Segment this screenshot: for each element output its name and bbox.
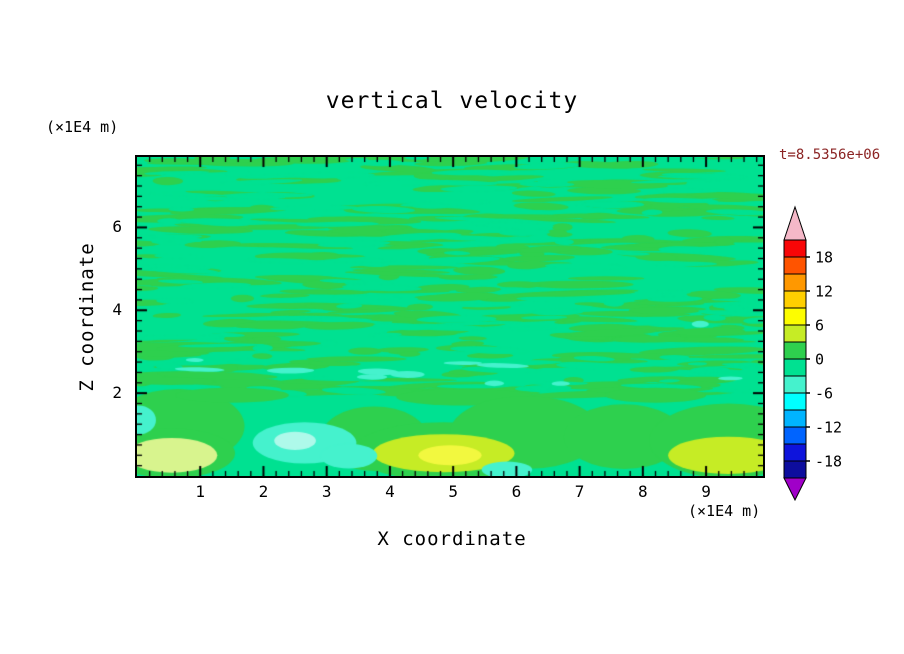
colorbar-segment <box>783 460 807 479</box>
colorbar-segment <box>783 290 807 309</box>
y-axis-title: Z coordinate <box>76 242 98 392</box>
x-tick-label: 5 <box>448 482 458 501</box>
plot-frame <box>135 155 765 478</box>
colorbar-tick-label: 0 <box>815 351 824 369</box>
x-tick-label: 3 <box>321 482 332 501</box>
colorbar-segment <box>783 358 807 377</box>
colorbar-under-arrow <box>783 477 807 502</box>
x-tick-label: 7 <box>574 482 585 501</box>
colorbar-tick-label: 6 <box>815 317 824 335</box>
colorbar-segment <box>783 256 807 275</box>
x-tick-label: 1 <box>195 482 206 501</box>
colorbar-segment <box>783 324 807 343</box>
colorbar: 18 12 6 0 -6 -12 -18 <box>780 200 855 512</box>
y-tick-label: 4 <box>112 300 122 320</box>
x-axis-unit-label: (×1E4 m) <box>688 502 761 520</box>
x-tick-label: 4 <box>385 482 395 501</box>
colorbar-segment <box>783 409 807 428</box>
x-tick-label: 9 <box>701 482 711 501</box>
x-tick-label: 6 <box>511 482 522 501</box>
colorbar-tick-label: -6 <box>815 385 833 403</box>
y-axis-unit-label: (×1E4 m) <box>46 118 119 136</box>
x-axis-title: X coordinate <box>377 528 527 550</box>
colorbar-svg: 18 12 6 0 -6 -12 -18 <box>783 205 842 502</box>
colorbar-segment <box>783 341 807 360</box>
colorbar-tick-label: -18 <box>815 453 842 471</box>
colorbar-segment <box>783 426 807 445</box>
colorbar-segment <box>783 307 807 326</box>
colorbar-tick-label: 18 <box>815 249 833 267</box>
plot-title: vertical velocity <box>325 88 579 114</box>
timestamp-label: t=8.5356e+06 <box>779 147 881 163</box>
colorbar-segment <box>783 375 807 394</box>
contour-field-canvas <box>137 157 763 476</box>
colorbar-tick-label: -12 <box>815 419 842 437</box>
x-tick-label: 8 <box>638 482 648 501</box>
x-tick-label: 2 <box>258 482 269 501</box>
colorbar-tick-label: 12 <box>815 283 833 301</box>
colorbar-segment <box>783 239 807 258</box>
y-tick-label: 2 <box>112 383 122 403</box>
y-tick-label: 6 <box>112 217 122 237</box>
colorbar-over-arrow <box>783 205 807 241</box>
colorbar-segment <box>783 273 807 292</box>
colorbar-segment <box>783 443 807 462</box>
colorbar-segment <box>783 392 807 411</box>
